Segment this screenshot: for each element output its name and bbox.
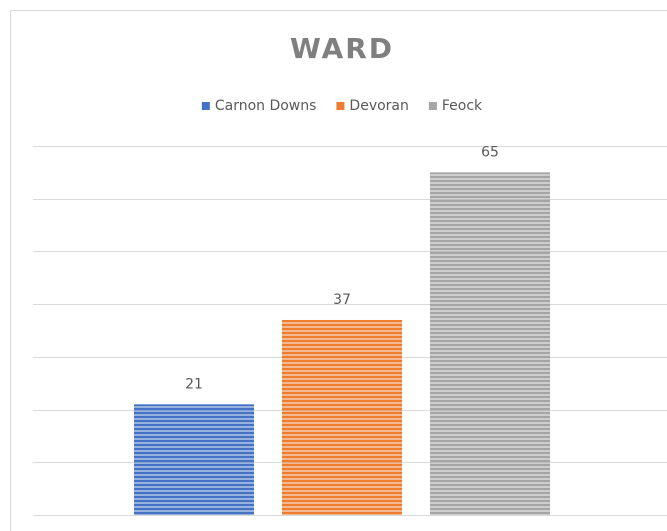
legend-label: Devoran xyxy=(349,98,408,114)
legend-swatch xyxy=(201,102,210,110)
legend-swatch xyxy=(428,102,437,110)
bar xyxy=(134,404,254,515)
chart-title: WARD xyxy=(290,32,394,65)
legend-item: Devoran xyxy=(336,98,409,114)
legend-item: Feock xyxy=(428,98,483,114)
legend-label: Feock xyxy=(442,98,483,114)
data-label: 65 xyxy=(481,144,499,160)
bar xyxy=(430,172,550,515)
legend-label: Carnon Downs xyxy=(215,98,317,114)
bar xyxy=(282,319,402,515)
data-label: 21 xyxy=(185,376,203,392)
data-label: 37 xyxy=(333,292,351,308)
legend-swatch xyxy=(336,102,345,110)
legend-item: Carnon Downs xyxy=(201,98,317,114)
